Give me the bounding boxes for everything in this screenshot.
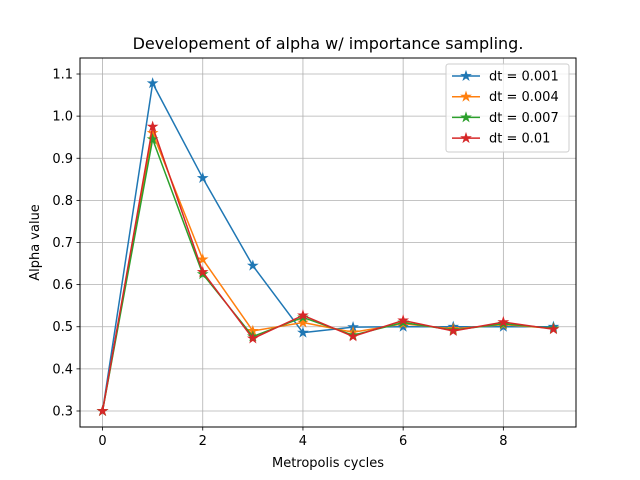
x-tick-label: 6 — [399, 434, 407, 449]
data-point — [196, 253, 209, 265]
y-tick-label: 0.7 — [52, 236, 73, 251]
data-point — [196, 171, 209, 184]
y-tick-label: 0.9 — [52, 152, 73, 167]
data-point — [297, 309, 309, 321]
data-point — [96, 404, 109, 416]
series-3 — [96, 133, 560, 416]
data-point — [547, 323, 560, 335]
series-line — [101, 138, 554, 412]
legend-label: dt = 0.001 — [489, 70, 559, 85]
data-point — [447, 324, 460, 336]
data-point — [297, 316, 309, 328]
y-tick-label: 1.1 — [52, 68, 73, 83]
series-4 — [96, 120, 560, 416]
y-tick-label: 0.3 — [52, 404, 73, 419]
series-line — [101, 132, 554, 412]
y-tick-label: 0.6 — [52, 278, 73, 293]
x-tick-label: 8 — [499, 434, 507, 449]
x-tick-label: 0 — [98, 434, 106, 449]
legend-item: dt = 0.01 — [452, 132, 550, 147]
series-line — [101, 125, 554, 412]
data-point — [196, 265, 209, 277]
chart-title: Developement of alpha w/ importance samp… — [133, 34, 524, 53]
data-point — [146, 77, 159, 89]
data-point — [246, 259, 259, 271]
series-2 — [96, 126, 560, 416]
series-layer — [96, 77, 560, 416]
legend-marker — [460, 90, 472, 102]
legend-marker — [460, 111, 472, 123]
x-axis-label: Metropolis cycles — [272, 456, 384, 471]
x-tick-label: 2 — [199, 434, 207, 449]
legend-label: dt = 0.004 — [489, 90, 559, 105]
ticks: 0 2 4 6 8 0.3 0.4 0.5 0.6 0.7 0.8 0.9 1.0 1.1 — [52, 68, 507, 449]
legend: dt = 0.001 dt = 0.004 dt = 0.007 dt = 0.01 — [445, 63, 570, 153]
legend-item: dt = 0.007 — [452, 111, 559, 126]
legend-label: dt = 0.01 — [489, 132, 550, 147]
y-tick-label: 0.4 — [52, 362, 73, 377]
y-tick-label: 0.8 — [52, 194, 73, 209]
legend-item: dt = 0.001 — [452, 70, 559, 85]
data-point — [347, 330, 359, 342]
legend-label: dt = 0.007 — [489, 111, 559, 126]
y-tick-label: 0.5 — [52, 320, 73, 335]
data-point — [297, 326, 309, 338]
legend-marker — [460, 69, 472, 81]
data-point — [246, 332, 259, 344]
y-tick-label: 1.0 — [52, 110, 73, 125]
x-tick-label: 4 — [299, 434, 307, 449]
data-point — [397, 314, 410, 326]
legend-box — [445, 63, 570, 153]
y-axis-label: Alpha value — [28, 204, 43, 281]
data-point — [146, 120, 159, 132]
legend-marker — [460, 131, 472, 144]
legend-item: dt = 0.004 — [452, 90, 559, 105]
data-point — [497, 315, 510, 328]
